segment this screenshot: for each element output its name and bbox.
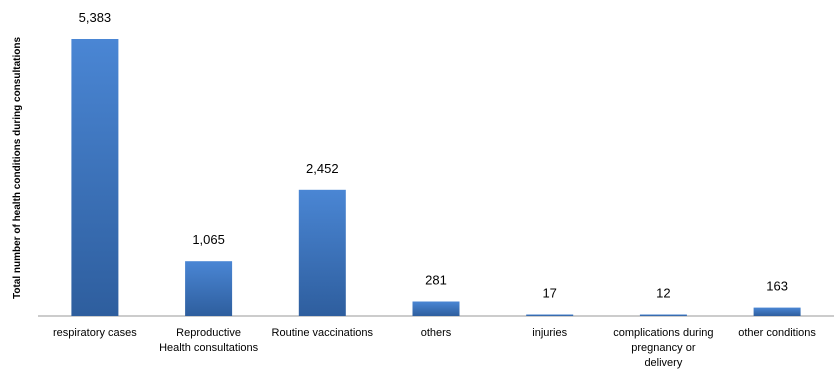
category-label-line: pregnancy or <box>631 342 696 354</box>
data-label: 12 <box>656 286 670 301</box>
category-label: respiratory cases <box>53 327 137 339</box>
category-label-line: Routine vaccinations <box>272 327 374 339</box>
category-label-line: others <box>421 327 452 339</box>
bar <box>753 307 801 316</box>
category-label-line: injuries <box>532 327 567 339</box>
bar <box>412 301 460 316</box>
category-label: others <box>421 327 452 339</box>
y-axis-title: Total number of health conditions during… <box>12 37 23 299</box>
category-label-line: other conditions <box>738 327 816 339</box>
category-label: Reproductive Health consultations <box>159 327 259 354</box>
bar <box>71 39 119 316</box>
bar <box>298 189 346 316</box>
data-label: 5,383 <box>79 10 112 25</box>
category-label-line: respiratory cases <box>53 327 137 339</box>
data-label: 163 <box>766 279 788 294</box>
category-label: complications during pregnancy or delivery <box>613 327 713 369</box>
bar <box>639 314 687 316</box>
y-axis-title-group: Total number of health conditions during… <box>12 37 23 299</box>
data-label: 17 <box>542 286 556 301</box>
category-label: other conditions <box>738 327 816 339</box>
data-label: 2,452 <box>306 161 339 176</box>
data-label: 1,065 <box>192 232 225 247</box>
category-label-line: Health consultations <box>159 342 259 354</box>
category-label-line: complications during <box>613 327 713 339</box>
bar <box>185 261 233 316</box>
bar <box>526 314 574 316</box>
category-label: Routine vaccinations <box>272 327 374 339</box>
data-label: 281 <box>425 273 447 288</box>
category-label-line: Reproductive <box>176 327 241 339</box>
category-label: injuries <box>532 327 567 339</box>
category-label-line: delivery <box>644 357 682 369</box>
